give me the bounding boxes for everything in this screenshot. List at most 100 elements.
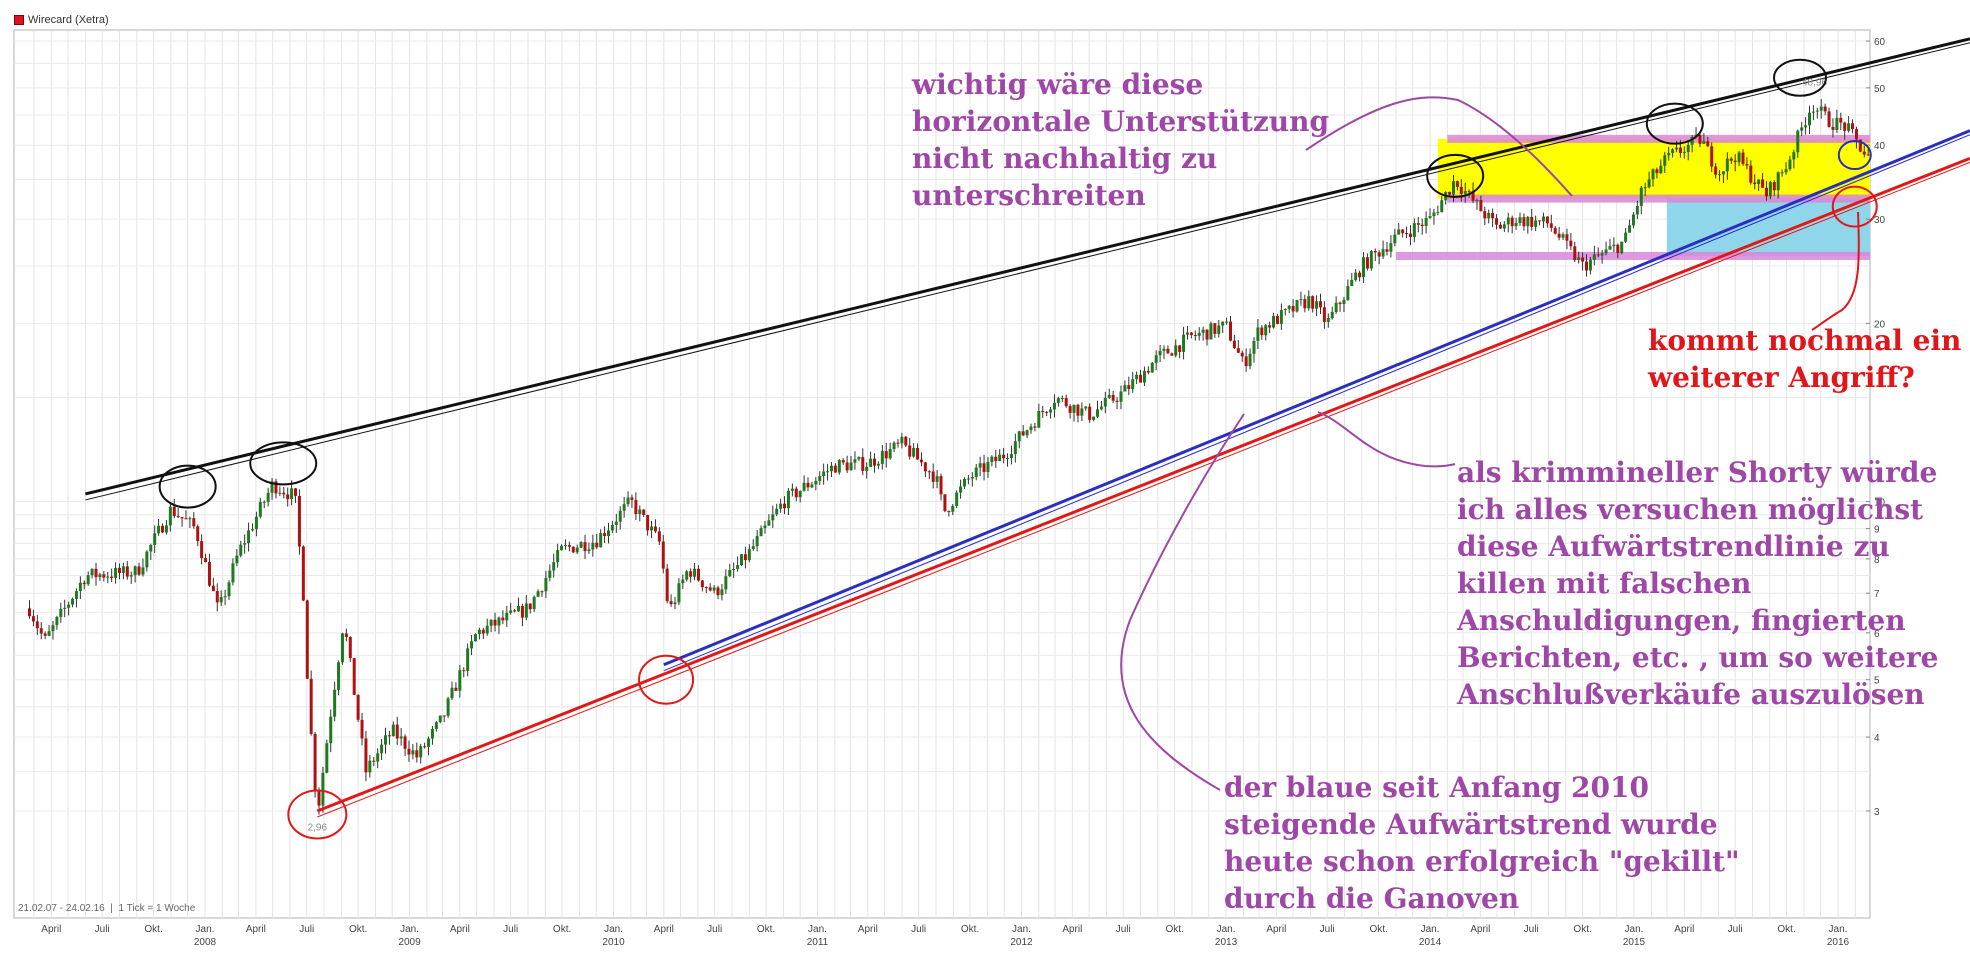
candle-body	[133, 566, 137, 576]
candle-body	[55, 616, 59, 626]
candle-body	[102, 574, 106, 578]
x-year-label: 2015	[1623, 937, 1646, 948]
candle-body	[826, 471, 830, 473]
candle-body	[1424, 218, 1428, 227]
candle-body	[47, 631, 51, 636]
y-axis: 3 4 5 6 7 8 9 10 20 30 40 50 60	[1866, 37, 1886, 818]
candle-body	[849, 462, 853, 471]
candle-body	[407, 748, 411, 755]
candle-body	[481, 629, 485, 634]
candle-body	[1624, 232, 1628, 242]
candle-body	[219, 597, 223, 603]
highlight-ellipse-black	[1645, 102, 1704, 145]
candle-body	[1839, 117, 1843, 123]
candle-body	[180, 517, 184, 519]
candle-body	[1232, 340, 1236, 349]
y-tick-label: 4	[1874, 733, 1880, 744]
candle-body	[876, 463, 880, 466]
candle-body	[818, 476, 822, 481]
candle-body	[477, 629, 481, 635]
candle-body	[1796, 130, 1800, 153]
x-tick-label: Juli	[1728, 924, 1743, 935]
candle-body	[368, 760, 372, 773]
candle-body	[974, 467, 978, 478]
x-tick-label: April	[1674, 924, 1694, 935]
candle-body	[536, 591, 540, 597]
candle-body	[1072, 404, 1076, 413]
candle-body	[1518, 217, 1522, 224]
candle-body	[1111, 394, 1115, 401]
candle-body	[239, 544, 243, 556]
candle-body	[1714, 166, 1718, 175]
instrument-color-square	[14, 15, 24, 25]
candle-body	[755, 536, 759, 547]
candle-body	[689, 571, 693, 577]
candle-body	[348, 636, 352, 659]
candle-body	[1248, 353, 1252, 367]
candle-body	[1209, 323, 1213, 340]
candle-body	[1534, 220, 1538, 227]
candle-body	[145, 551, 149, 568]
candle-body	[939, 476, 943, 495]
candle-body	[1397, 229, 1401, 235]
y-tick-label: 20	[1874, 319, 1886, 330]
x-year-label: 2009	[398, 937, 421, 948]
candle-body	[1811, 111, 1815, 113]
candle-body	[501, 617, 505, 621]
candle-body	[1052, 402, 1056, 410]
highlight-ellipse-red	[638, 654, 695, 705]
candle-body	[837, 460, 841, 473]
candle-body	[1279, 310, 1283, 324]
candle-body	[1807, 112, 1811, 126]
candle-body	[681, 579, 685, 584]
candle-body	[1342, 300, 1346, 305]
candle-body	[434, 722, 438, 729]
x-year-label: 2014	[1419, 937, 1442, 948]
candle-body	[423, 746, 427, 748]
candle-body	[970, 477, 974, 479]
candle-body	[497, 617, 501, 626]
candle-body	[1800, 127, 1804, 131]
candle-body	[927, 471, 931, 473]
candle-body	[560, 545, 564, 551]
candle-body	[567, 545, 571, 547]
candle-body	[1487, 212, 1491, 219]
candle-body	[638, 509, 642, 515]
candle-body	[43, 633, 47, 636]
candle-body	[1643, 187, 1647, 189]
candle-body	[1025, 430, 1029, 436]
candle-body	[1217, 325, 1221, 334]
candle-body	[802, 482, 806, 491]
candle-body	[962, 478, 966, 487]
candle-body	[164, 525, 168, 533]
candle-body	[427, 738, 431, 747]
candle-body	[896, 442, 900, 444]
candle-body	[771, 514, 775, 521]
candle-body	[1303, 299, 1307, 309]
trendlines	[85, 37, 1970, 818]
candle-body	[149, 544, 153, 552]
candle-body	[1772, 182, 1776, 191]
candle-body	[1733, 160, 1737, 163]
candle-body	[520, 606, 524, 618]
candle-body	[1502, 224, 1506, 229]
zone-light-blue	[1666, 198, 1870, 256]
candle-body	[994, 456, 998, 462]
candle-body	[200, 541, 204, 559]
candle-body	[1718, 174, 1722, 176]
candle-body	[250, 529, 254, 531]
candle-body	[1154, 355, 1158, 363]
candle-body	[943, 494, 947, 512]
candle-body	[1819, 106, 1823, 111]
candle-body	[1322, 307, 1326, 322]
candle-body	[595, 542, 599, 548]
candle-body	[1393, 234, 1397, 244]
candle-body	[1358, 272, 1362, 278]
candle-body	[1338, 302, 1342, 305]
candle-body	[1491, 212, 1495, 219]
candle-body	[473, 634, 477, 642]
candle-body	[1549, 223, 1553, 228]
candle-body	[325, 743, 329, 773]
candle-body	[391, 724, 395, 736]
